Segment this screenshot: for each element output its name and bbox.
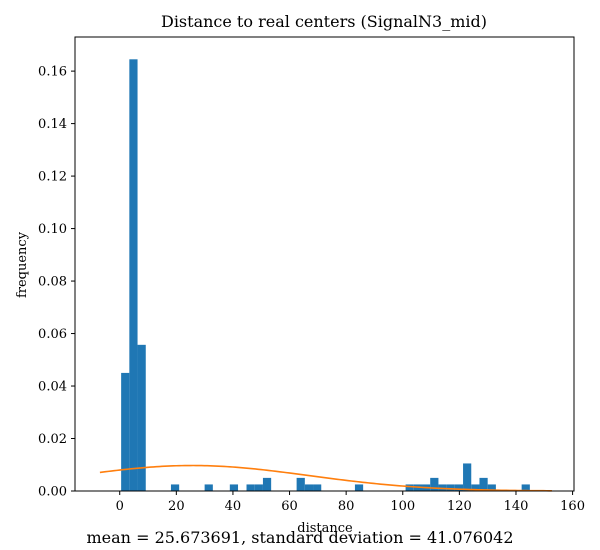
y-tick-label: 0.14	[38, 117, 67, 132]
histogram-bar	[137, 344, 146, 491]
histogram-bar	[471, 484, 480, 491]
histogram-bar	[354, 484, 364, 491]
histogram-bar	[254, 484, 263, 491]
histogram-bar	[121, 372, 130, 491]
y-axis-ticks: 0.00 0.02 0.04 0.06 0.08 0.10 0.12 0.14 0.16	[38, 65, 75, 500]
histogram-bar	[246, 484, 255, 491]
x-tick-label: 60	[281, 499, 298, 514]
y-axis-label: frequency	[15, 231, 30, 298]
chart-title: Distance to real centers (SignalN3_mid)	[161, 12, 487, 31]
x-axis-ticks: 0 20 40 60 80 100 120 140 160	[116, 491, 585, 514]
histogram-bar	[430, 477, 439, 491]
x-tick-label: 120	[447, 499, 472, 514]
y-tick-label: 0.04	[38, 380, 67, 395]
histogram-bar	[313, 484, 322, 491]
histogram-bar	[170, 484, 180, 491]
histogram-bar	[487, 484, 496, 491]
y-tick-label: 0.12	[38, 170, 67, 185]
histogram-bar	[262, 477, 272, 491]
x-tick-label: 0	[116, 499, 124, 514]
x-tick-label: 80	[338, 499, 355, 514]
histogram-bar	[304, 484, 314, 491]
histogram-bar	[463, 463, 472, 491]
histogram-bar	[479, 477, 488, 491]
y-tick-label: 0.00	[38, 485, 67, 500]
y-tick-label: 0.08	[38, 275, 67, 290]
plot-frame	[74, 36, 575, 492]
histogram-bar	[454, 484, 464, 491]
y-tick-label: 0.16	[38, 65, 67, 80]
normal-curve-line	[99, 464, 552, 492]
histogram-bar	[229, 484, 239, 491]
histogram-bar	[296, 477, 305, 491]
stats-caption: mean = 25.673691, standard deviation = 4…	[86, 528, 514, 547]
x-tick-label: 20	[168, 499, 185, 514]
y-tick-label: 0.06	[38, 327, 67, 342]
x-axis-label: distance	[297, 521, 353, 536]
y-tick-label: 0.02	[38, 432, 67, 447]
y-tick-label: 0.10	[38, 222, 67, 237]
bar-series	[121, 59, 530, 492]
histogram-bar	[204, 484, 213, 491]
x-tick-label: 140	[504, 499, 529, 514]
x-tick-label: 100	[390, 499, 415, 514]
x-tick-label: 40	[225, 499, 242, 514]
histogram-bar	[446, 484, 455, 491]
normal-curve-layer	[99, 464, 552, 492]
x-tick-label: 160	[560, 499, 585, 514]
histogram-bar	[405, 484, 414, 491]
histogram-bar	[129, 59, 138, 492]
histogram-bar	[521, 484, 530, 491]
